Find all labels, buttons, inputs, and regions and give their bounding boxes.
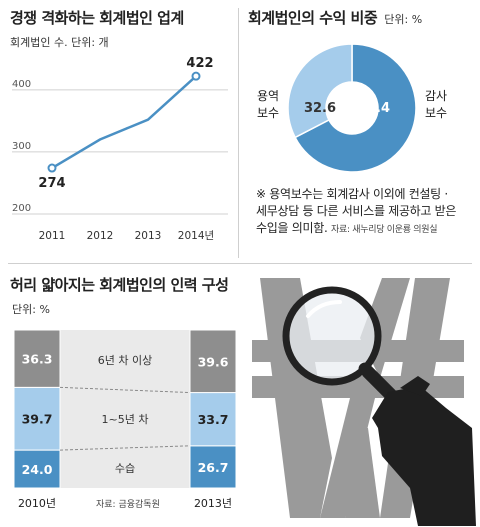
bar-chart-unit: 단위: % (12, 303, 50, 316)
bar-value-label: 36.3 (22, 352, 53, 367)
data-label: 422 (186, 56, 213, 71)
x-tick-label: 2014년 (178, 230, 214, 242)
line-chart-subtitle: 회계법인 수. 단위: 개 (10, 36, 109, 49)
pie-footnote-line3: 수입을 의미함. (256, 221, 328, 235)
pie-footnote-line2: 세무상담 등 다른 서비스를 제공하고 받은 (256, 204, 457, 218)
stacked-bar-chart: 24.0 39.7 36.3 26.7 33.7 39.6 수습 1~5년 차 6년 차 이상 2… (13, 329, 237, 510)
bar-segment (13, 329, 61, 388)
bar-segment (13, 386, 61, 451)
y-tick-label: 200 (12, 203, 31, 214)
bar-segment (189, 329, 237, 394)
slice-category-label: 보수 (257, 106, 279, 120)
slice-category-label: 용역 (257, 89, 279, 103)
data-point (47, 163, 57, 173)
slice-value-label: 32.6 (304, 101, 336, 116)
pie-source: 자료: 새누리당 이운룡 의원실 (331, 225, 438, 235)
x-category-label: 2010년 (18, 497, 56, 510)
connector-line (59, 445, 191, 451)
bar-chart-title: 허리 얇아지는 회계법인의 인력 구성 (10, 276, 229, 294)
pie-chart-unit: 단위: % (384, 13, 423, 26)
slice-category-label: 보수 (425, 106, 447, 120)
pie-slice (294, 43, 417, 173)
vertical-divider (238, 8, 239, 258)
series-label: 6년 차 이상 (98, 354, 152, 367)
series-label: 수습 (115, 462, 135, 475)
bar-source: 자료: 금융감독원 (96, 498, 160, 510)
pie-footnote: ※ 용역보수는 회계감사 이외에 컨설팅 · 세무상담 등 다른 서비스를 제공… (256, 186, 456, 239)
line-chart: 200 300 400 274 422 2011 2012 2013 2014년 (12, 56, 228, 242)
data-point (191, 71, 201, 81)
gloved-hand-icon (372, 376, 476, 526)
y-tick-label: 300 (12, 141, 31, 152)
won-magnifier-illustration (252, 278, 476, 526)
x-tick-label: 2012 (87, 230, 114, 242)
pie-footnote-line1: ※ 용역보수는 회계감사 이외에 컨설팅 · (256, 187, 448, 201)
bar-value-label: 33.7 (198, 412, 229, 427)
data-label: 274 (38, 176, 65, 191)
bar-segment (189, 445, 237, 489)
bar-value-label: 26.7 (198, 460, 229, 475)
pie-slice (287, 43, 353, 139)
bar-value-label: 39.6 (198, 354, 229, 369)
series-label: 1~5년 차 (102, 413, 149, 426)
y-tick-label: 400 (12, 79, 31, 90)
series-line (51, 75, 197, 170)
label-band (60, 330, 190, 488)
x-tick-label: 2013 (135, 230, 162, 242)
pie-footnote-line3-row: 수입을 의미함. 자료: 새누리당 이운룡 의원실 (256, 220, 456, 239)
x-category-label: 2013년 (194, 497, 232, 510)
bar-value-label: 39.7 (22, 412, 53, 427)
line-chart-title: 경쟁 격화하는 회계법인 업계 (10, 9, 184, 27)
pie-chart-heading: 회계법인의 수익 비중 단위: % (248, 7, 422, 28)
slice-category-label: 감사 (425, 89, 447, 103)
horizontal-divider (8, 263, 472, 264)
bar-value-label: 24.0 (22, 462, 53, 477)
slice-value-label: 67.4 (358, 101, 390, 116)
pie-chart-title: 회계법인의 수익 비중 (248, 9, 378, 27)
x-tick-label: 2011 (39, 230, 66, 242)
connector-line (59, 386, 191, 394)
